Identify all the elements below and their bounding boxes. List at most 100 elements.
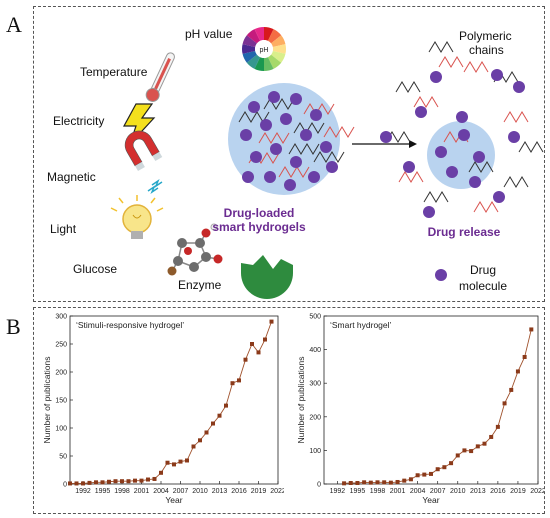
ph-wheel-segment — [267, 54, 282, 69]
x-tick-label: 1995 — [95, 488, 111, 495]
data-point — [159, 470, 163, 475]
data-point — [172, 462, 176, 467]
data-point — [68, 481, 72, 486]
data-point — [133, 478, 137, 483]
ph-wheel-segment — [242, 51, 257, 63]
y-tick-label: 200 — [309, 414, 321, 421]
x-tick-label: 2019 — [251, 488, 267, 495]
polymer-chain — [303, 103, 335, 115]
drug-particle — [300, 129, 312, 141]
panel-a-illustration: pH — [47, 27, 544, 299]
polymer-chain — [503, 176, 529, 188]
drug-particle — [446, 166, 458, 178]
drug-particle — [403, 161, 415, 173]
label-ph-value: pH value — [185, 27, 233, 41]
polymer-chain — [518, 141, 544, 153]
polymer-chain — [468, 161, 494, 173]
chart-title: ‘Stimuli-responsive hydrogel’ — [76, 320, 184, 330]
y-tick-label: 0 — [317, 482, 321, 489]
data-point — [87, 480, 92, 485]
polymer-chain — [258, 132, 290, 144]
data-point — [402, 478, 407, 483]
drug-particle — [473, 151, 485, 163]
x-tick-label: 2007 — [430, 488, 446, 495]
data-point — [230, 381, 235, 386]
panel-a-letter: A — [6, 12, 22, 37]
x-tick-label: 2019 — [510, 488, 526, 495]
drug-particle — [326, 161, 338, 173]
data-point — [449, 461, 454, 466]
y-tick-label: 100 — [309, 448, 321, 455]
x-tick-label: 2001 — [390, 488, 406, 495]
ph-wheel-segment — [246, 54, 261, 69]
data-point — [489, 434, 494, 439]
data-point — [355, 480, 360, 485]
drug-particle — [270, 143, 282, 155]
data-point — [74, 481, 79, 486]
data-point — [120, 479, 124, 484]
data-point — [415, 473, 420, 478]
polymer-chain — [293, 122, 325, 134]
x-tick-label: 2007 — [173, 488, 189, 495]
polymer-chain — [323, 126, 355, 138]
panel-b: 1992 1995 1998 2001 2004 2007 2010 2013 2016 2019… — [33, 307, 545, 514]
data-point — [146, 477, 150, 482]
drug-particle — [284, 179, 296, 191]
ph-wheel-segment — [254, 27, 264, 41]
data-point — [382, 480, 387, 485]
ph-wheel-segment — [267, 29, 282, 44]
data-point — [442, 465, 447, 470]
release-arrow-icon — [352, 140, 417, 148]
label-light: Light — [50, 222, 77, 236]
data-point — [375, 480, 380, 485]
polymer-chain — [263, 98, 295, 110]
polymer-chain — [503, 111, 529, 123]
x-tick-label: 2010 — [450, 488, 466, 495]
label-enzyme: Enzyme — [178, 278, 222, 292]
data-point — [243, 357, 248, 362]
label-temperature: Temperature — [80, 65, 148, 79]
chart-title: ‘Smart hydrogel’ — [330, 320, 392, 330]
data-point — [152, 476, 157, 481]
data-point — [185, 458, 189, 463]
enzyme-icon — [241, 255, 293, 299]
glucose-molecule-icon — [167, 223, 223, 276]
y-tick-label: 200 — [55, 370, 67, 377]
polymer-chain — [473, 201, 499, 213]
y-tick-label: 0 — [63, 482, 67, 489]
drug-particle — [430, 71, 442, 83]
data-point — [515, 369, 520, 374]
label-drug-loaded: Drug-loaded — [224, 206, 295, 220]
drug-particle — [456, 111, 468, 123]
drug-particle — [264, 171, 276, 183]
label-electricity: Electricity — [53, 114, 104, 128]
data-point — [100, 480, 105, 485]
x-tick-label: 2016 — [490, 488, 506, 495]
data-point — [256, 350, 261, 355]
data-point — [250, 342, 254, 346]
label-smart-hydrogels: smart hydrogels — [212, 220, 306, 234]
x-tick-label: 2001 — [134, 488, 150, 495]
drug-particle — [310, 109, 322, 121]
data-point — [107, 479, 111, 484]
chart-stimuli-responsive: 1992 1995 1998 2001 2004 2007 2010 2013 2016 2019… — [42, 314, 284, 506]
drug-particle — [491, 69, 503, 81]
data-point — [469, 449, 474, 454]
drug-particle — [380, 131, 392, 143]
data-point — [204, 430, 209, 435]
polymer-chain — [463, 61, 489, 73]
x-tick-label: 2010 — [192, 488, 208, 495]
label-polymeric: Polymeric — [459, 29, 512, 43]
series-line — [70, 321, 272, 484]
data-point — [395, 479, 400, 484]
magnetic-field-icon — [147, 179, 163, 194]
polymer-chain — [278, 166, 310, 178]
data-point — [435, 467, 440, 472]
magnet-icon — [124, 130, 163, 172]
drug-particle — [242, 171, 254, 183]
data-point — [462, 448, 467, 453]
y-tick-label: 500 — [309, 314, 321, 321]
x-tick-label: 2013 — [212, 488, 228, 495]
data-point — [81, 481, 85, 486]
drug-particle — [415, 106, 427, 118]
